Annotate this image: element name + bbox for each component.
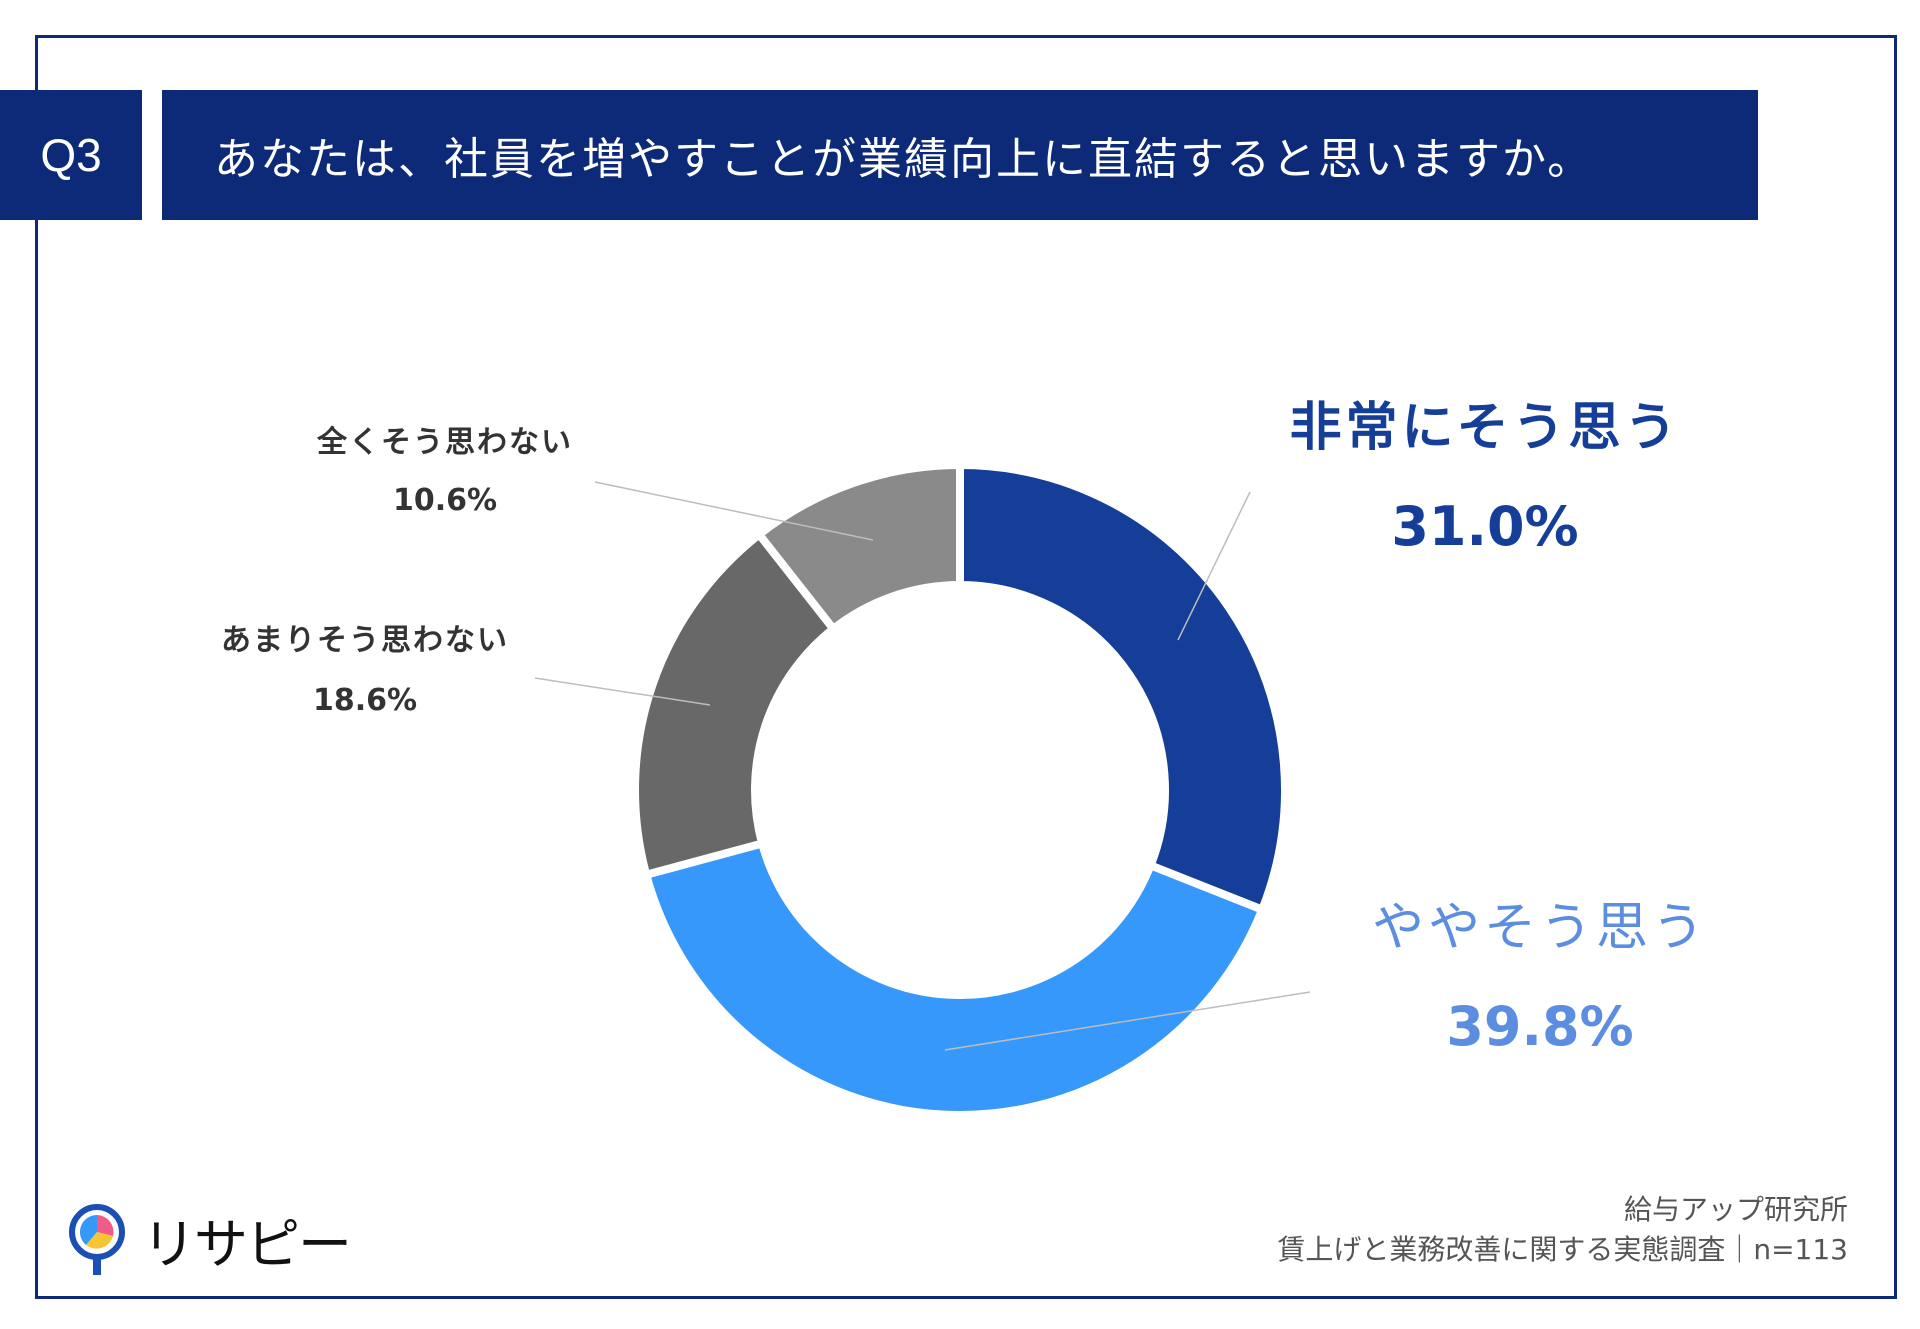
category-label-very-much-agree: 非常にそう思う [1290, 398, 1681, 458]
slice-somewhat-disagree [631, 528, 839, 880]
footer-source: 給与アップ研究所 賃上げと業務改善に関する実態調査｜n=113 [1277, 1190, 1848, 1270]
outer-frame [35, 35, 1897, 1299]
leader-line-very-much-agree [1177, 491, 1251, 641]
category-label-somewhat-disagree: あまりそう思わない [221, 623, 509, 658]
question-title: あなたは、社員を増やすことが業績向上に直結すると思いますか。 [162, 90, 1758, 220]
leader-line-strongly-disagree [594, 481, 874, 541]
category-label-strongly-disagree: 全くそう思わない [316, 425, 573, 460]
value-label-somewhat-disagree: 18.6% [313, 683, 417, 718]
footer-line-2: 賃上げと業務改善に関する実態調査｜n=113 [1277, 1233, 1848, 1266]
category-label-somewhat-agree: ややそう思う [1372, 898, 1708, 958]
slice-somewhat-agree [641, 838, 1268, 1119]
value-label-somewhat-agree: 39.8% [1446, 995, 1633, 1058]
value-label-very-much-agree: 31.0% [1391, 495, 1578, 558]
logo-text: リサピー [142, 1213, 352, 1276]
question-number-badge: Q3 [0, 90, 142, 220]
slice-strongly-disagree [753, 460, 964, 635]
footer-line-1: 給与アップ研究所 [1623, 1193, 1848, 1226]
value-label-strongly-disagree: 10.6% [393, 483, 497, 518]
leader-line-somewhat-disagree [534, 677, 711, 706]
risapy-logo: リサピー [68, 1200, 352, 1279]
pin-logo-icon [69, 1203, 125, 1275]
leader-line-somewhat-agree [944, 991, 1311, 1051]
slice-very-much-agree [956, 460, 1289, 915]
